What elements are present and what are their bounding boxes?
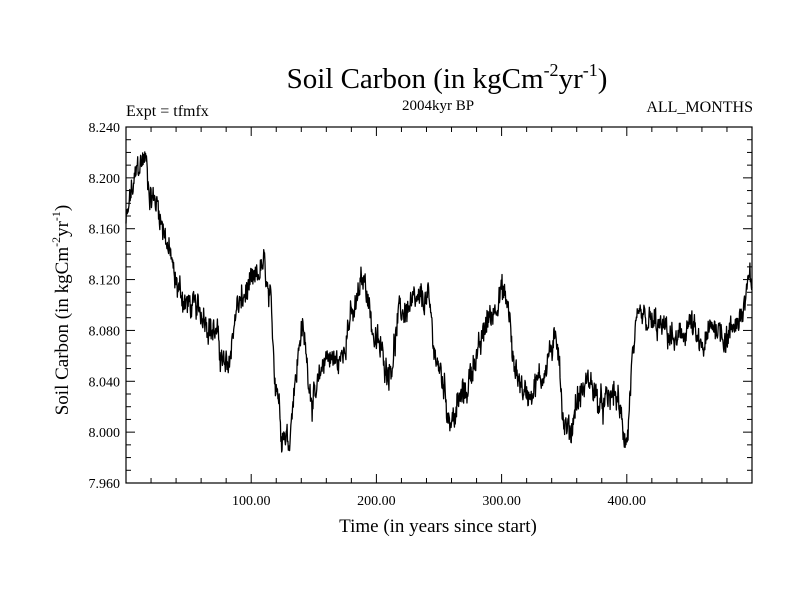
series-line-soil-carbon (125, 151, 753, 453)
y-axis-label-mid: yr (52, 220, 73, 237)
x-tick-label: 100.00 (232, 494, 271, 509)
months-label: ALL_MONTHS (646, 99, 753, 116)
y-axis-label-main: Soil Carbon (in kgCm (52, 247, 73, 416)
y-tick-label: 8.080 (89, 324, 121, 339)
y-axis-label: Soil Carbon (in kgCm-2yr-1) (49, 205, 73, 416)
y-tick-label: 7.960 (89, 477, 121, 492)
chart-title-mid: yr (559, 63, 584, 95)
chart-title-sup2: -1 (583, 60, 598, 80)
chart-title-end: ) (598, 63, 608, 95)
experiment-label: Expt = tfmfx (126, 103, 209, 120)
y-axis-label-end: ) (52, 205, 73, 211)
x-tick-label: 300.00 (482, 494, 521, 509)
chart-title: Soil Carbon (in kgCm-2yr-1) (287, 60, 608, 95)
x-tick-label: 400.00 (608, 494, 647, 509)
y-axis-label-sup1: -2 (49, 237, 63, 247)
x-tick-label: 200.00 (357, 494, 396, 509)
x-axis-label: Time (in years since start) (339, 516, 537, 537)
chart-title-sup1: -2 (544, 60, 559, 80)
axis-tick-labels: 7.960 8.000 8.040 8.080 8.120 8.160 8.200 8.240… (89, 121, 647, 509)
plot-frame (125, 126, 753, 484)
chart-subtitle: 2004kyr BP (402, 98, 474, 114)
y-tick-label: 8.040 (89, 375, 121, 390)
y-tick-label: 8.000 (89, 426, 121, 441)
y-axis-label-sup2: -1 (49, 211, 63, 221)
y-tick-label: 8.120 (89, 274, 121, 289)
chart-title-main: Soil Carbon (in kgCm (287, 63, 544, 95)
y-tick-label: 8.240 (89, 121, 121, 136)
y-tick-label: 8.200 (89, 172, 121, 187)
y-tick-label: 8.160 (89, 223, 121, 238)
axis-ticks (125, 126, 753, 484)
